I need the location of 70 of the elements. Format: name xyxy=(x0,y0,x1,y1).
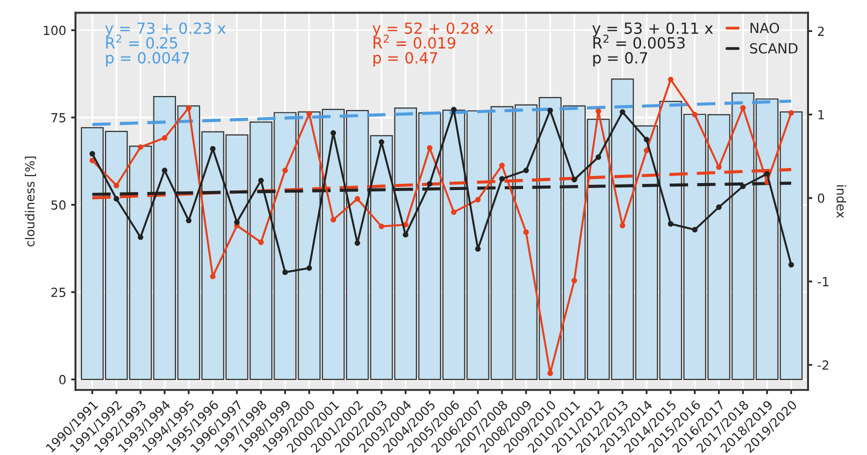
point xyxy=(258,178,264,184)
y-tick-label: 75 xyxy=(52,113,66,122)
point xyxy=(764,171,770,177)
point xyxy=(668,221,674,227)
point xyxy=(90,150,96,157)
point xyxy=(572,278,578,284)
point xyxy=(162,135,168,141)
point xyxy=(499,176,505,182)
point xyxy=(523,229,529,235)
y2-tick-label: -2 xyxy=(818,360,828,370)
point xyxy=(330,216,336,222)
y-axis-title: cloudiness [%] xyxy=(24,156,36,246)
point xyxy=(788,262,794,268)
point xyxy=(475,246,481,252)
point xyxy=(451,209,457,215)
point xyxy=(210,274,216,280)
point xyxy=(354,240,360,246)
annotation: y = 52 + 0.28 x R$^{2}$ = 0.019 p = 0.47 xyxy=(372,22,494,67)
legend-label: NAO xyxy=(750,22,780,34)
point xyxy=(475,196,481,202)
point xyxy=(668,76,674,82)
point xyxy=(186,218,192,224)
y-tick-label: 100 xyxy=(44,26,66,36)
point xyxy=(620,222,626,228)
point xyxy=(740,184,746,190)
point xyxy=(572,176,578,182)
y2-tick-label: 1 xyxy=(818,110,824,120)
point xyxy=(90,158,96,164)
point xyxy=(451,106,457,112)
point xyxy=(378,224,384,230)
point xyxy=(620,109,626,115)
point xyxy=(282,269,288,276)
y-tick-label: 25 xyxy=(51,288,66,298)
point xyxy=(354,196,360,202)
point xyxy=(162,168,168,174)
point xyxy=(692,112,698,118)
point xyxy=(330,130,336,136)
point xyxy=(644,148,650,154)
point xyxy=(258,239,264,246)
point xyxy=(740,105,746,111)
point xyxy=(138,234,144,240)
point xyxy=(596,108,602,114)
point xyxy=(138,144,144,150)
y-tick-label: 50 xyxy=(51,200,66,210)
y2-tick-label: -1 xyxy=(818,277,828,286)
point xyxy=(644,136,650,142)
annotation: y = 73 + 0.23 x R$^{2}$ = 0.25 p = 0.0047 xyxy=(105,22,226,67)
point xyxy=(186,105,192,111)
y2-tick-label: 0 xyxy=(818,193,824,203)
point xyxy=(596,154,602,160)
point xyxy=(716,164,722,170)
point xyxy=(547,370,553,376)
point xyxy=(499,162,505,168)
point xyxy=(234,219,240,225)
point xyxy=(282,168,288,174)
point xyxy=(788,110,794,116)
point xyxy=(114,196,120,202)
annotation: y = 53 + 0.11 x R$^{2}$ = 0.0053 p = 0.7 xyxy=(592,22,713,67)
point xyxy=(692,226,698,232)
legend-label: SCAND xyxy=(750,43,798,54)
point xyxy=(306,265,312,271)
point xyxy=(306,110,312,116)
point xyxy=(426,181,432,187)
y2-tick-label: 2 xyxy=(818,26,824,36)
point xyxy=(378,139,384,145)
point xyxy=(114,182,120,188)
y-tick-label: 0 xyxy=(59,374,66,384)
point xyxy=(716,204,722,210)
point xyxy=(523,168,529,174)
y2-axis-title: index xyxy=(836,185,846,218)
